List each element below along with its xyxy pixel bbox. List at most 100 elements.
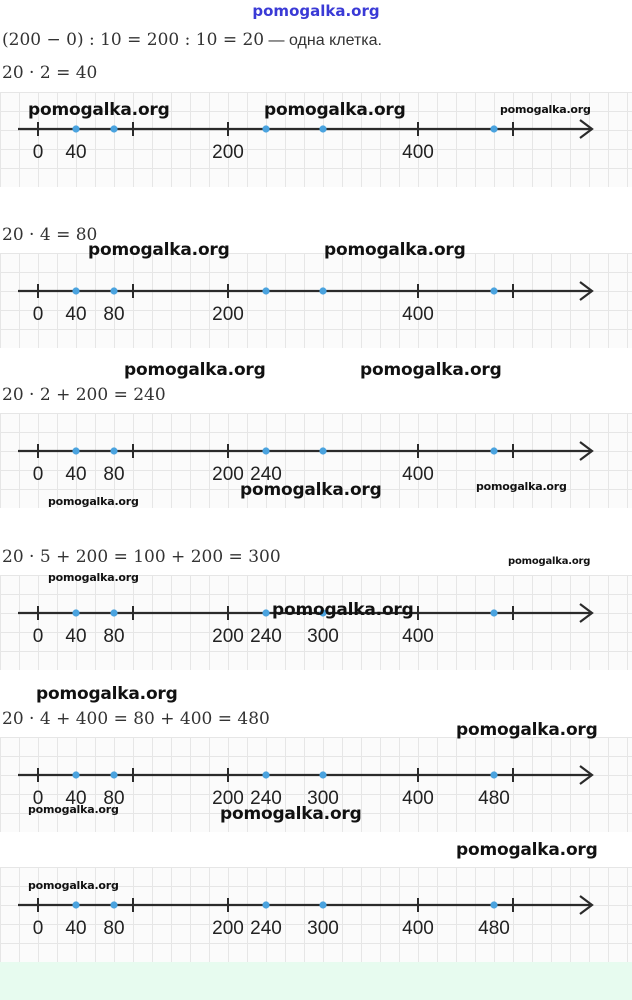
watermark: pomogalka.org	[360, 360, 502, 380]
axis-label: 40	[65, 626, 86, 647]
equation-2: 20 · 4 = 80	[2, 225, 98, 245]
grid-panel-4	[0, 575, 632, 670]
axis-point	[72, 771, 80, 779]
axis-label: 80	[103, 304, 124, 325]
axis-arrow-icon	[579, 441, 594, 461]
equation-3: 20 · 2 + 200 = 240	[2, 385, 166, 405]
axis-point	[110, 609, 118, 617]
watermark: pomogalka.org	[272, 600, 414, 620]
axis-label: 300	[307, 788, 339, 809]
grid-panel-2	[0, 253, 632, 348]
axis-point	[72, 609, 80, 617]
axis-point	[110, 901, 118, 909]
axis-label: 80	[103, 918, 124, 939]
axis-label: 40	[65, 142, 86, 163]
axis-label: 400	[402, 142, 434, 163]
axis-label: 480	[478, 788, 510, 809]
axis-point	[72, 901, 80, 909]
watermark: pomogalka.org	[500, 103, 591, 116]
watermark: pomogalka.org	[124, 360, 266, 380]
axis-label: 200	[212, 788, 244, 809]
intro-math: (200 − 0) : 10 = 200 : 10 = 20	[2, 30, 265, 50]
axis-label: 0	[33, 918, 44, 939]
axis-point	[319, 771, 327, 779]
watermark: pomogalka.org	[508, 556, 591, 567]
axis-label: 200	[212, 464, 244, 485]
site-header-watermark: pomogalka.org	[252, 2, 380, 20]
axis-point	[490, 125, 498, 133]
axis-label: 200	[212, 304, 244, 325]
equation-1: 20 · 2 = 40	[2, 63, 98, 83]
axis-point	[72, 447, 80, 455]
axis-point	[262, 901, 270, 909]
axis-label: 40	[65, 788, 86, 809]
intro-text: — одна клетка.	[264, 32, 382, 49]
watermark: pomogalka.org	[220, 804, 362, 824]
grid-panel-1	[0, 92, 632, 187]
watermark: pomogalka.org	[28, 100, 170, 120]
axis-label: 0	[33, 626, 44, 647]
axis-label: 240	[250, 918, 282, 939]
axis-point	[490, 287, 498, 295]
grid-panel-3	[0, 413, 632, 508]
axis-point	[110, 771, 118, 779]
axis-point	[262, 447, 270, 455]
axis-label: 400	[402, 788, 434, 809]
axis-label: 200	[212, 626, 244, 647]
axis-label: 0	[33, 788, 44, 809]
axis-label: 300	[307, 626, 339, 647]
axis-label: 400	[402, 464, 434, 485]
axis-arrow-icon	[579, 603, 594, 623]
axis-label: 0	[33, 304, 44, 325]
axis-label: 240	[250, 626, 282, 647]
axis-point	[319, 609, 327, 617]
axis-label: 300	[307, 918, 339, 939]
axis-label: 80	[103, 626, 124, 647]
axis-label: 200	[212, 142, 244, 163]
axis-label: 200	[212, 918, 244, 939]
axis-point	[262, 287, 270, 295]
watermark: pomogalka.org	[456, 720, 598, 740]
axis-point	[72, 287, 80, 295]
watermark: pomogalka.org	[28, 803, 119, 816]
axis-point	[490, 609, 498, 617]
watermark: pomogalka.org	[36, 684, 178, 704]
axis-label: 400	[402, 918, 434, 939]
axis-label: 80	[103, 464, 124, 485]
watermark: pomogalka.org	[264, 100, 406, 120]
watermark: pomogalka.org	[456, 840, 598, 860]
axis-point	[319, 447, 327, 455]
axis-label: 240	[250, 788, 282, 809]
axis-label: 40	[65, 918, 86, 939]
watermark: pomogalka.org	[240, 480, 382, 500]
axis-point	[319, 125, 327, 133]
axis-point	[490, 771, 498, 779]
axis-label: 80	[103, 788, 124, 809]
footer-bar	[0, 962, 632, 1000]
axis-label: 40	[65, 464, 86, 485]
watermark: pomogalka.org	[48, 495, 139, 508]
equation-4: 20 · 5 + 200 = 100 + 200 = 300	[2, 547, 281, 567]
watermark: pomogalka.org	[476, 480, 567, 493]
equation-5: 20 · 4 + 400 = 80 + 400 = 480	[2, 709, 270, 729]
grid-panel-6	[0, 867, 632, 962]
axis-point	[110, 447, 118, 455]
axis-label: 480	[478, 918, 510, 939]
axis-label: 400	[402, 304, 434, 325]
axis-point	[262, 771, 270, 779]
axis-point	[319, 901, 327, 909]
axis-point	[262, 125, 270, 133]
axis-point	[490, 901, 498, 909]
axis-arrow-icon	[579, 765, 594, 785]
watermark: pomogalka.org	[88, 240, 230, 260]
axis-label: 0	[33, 464, 44, 485]
axis-label: 0	[33, 142, 44, 163]
intro-equation: (200 − 0) : 10 = 200 : 10 = 20 — одна кл…	[2, 30, 382, 50]
axis-point	[72, 125, 80, 133]
axis-arrow-icon	[579, 119, 594, 139]
watermark: pomogalka.org	[28, 879, 119, 892]
